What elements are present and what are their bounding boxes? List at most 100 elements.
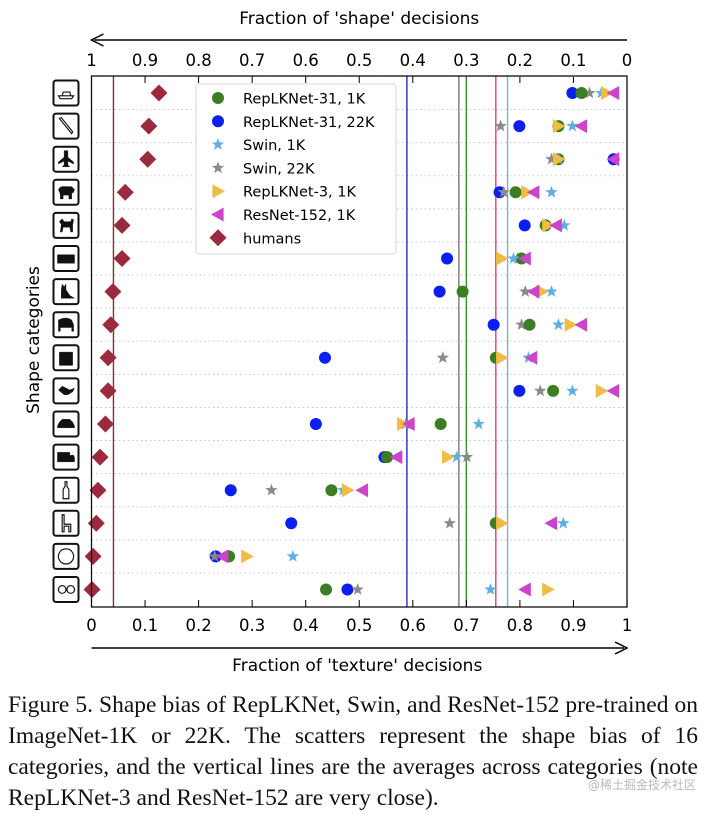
y-axis-label: Shape categories xyxy=(24,266,44,414)
legend-label: humans xyxy=(243,231,301,247)
point-swin-1k xyxy=(545,185,558,198)
point-replknet-3-1k xyxy=(496,516,509,531)
point-resnet-152-1k xyxy=(606,383,620,398)
point-replknet-3-1k xyxy=(595,383,609,398)
point-resnet-152-1k xyxy=(524,350,538,365)
point-replknet-31-22k xyxy=(224,484,237,497)
chair-icon xyxy=(61,514,72,533)
category-icons xyxy=(52,79,80,603)
point-replknet-31-22k xyxy=(433,285,446,298)
legend-marker xyxy=(212,92,224,104)
point-replknet-31-1k xyxy=(381,451,394,464)
point-replknet-31-1k xyxy=(575,87,588,99)
point-humans xyxy=(113,250,131,267)
point-replknet-31-22k xyxy=(513,120,526,133)
bicycle-icon xyxy=(57,585,76,594)
keyboard-icon xyxy=(57,254,75,264)
top-tick-label: 1 xyxy=(86,51,97,70)
top-tick-label: 0.4 xyxy=(400,51,426,70)
x-axis-label: Fraction of 'texture' decisions xyxy=(232,656,482,676)
top-tick-label: 0.2 xyxy=(507,51,533,70)
point-replknet-31-22k xyxy=(487,318,500,331)
point-humans xyxy=(91,448,109,466)
legend-label: RepLKNet-3, 1K xyxy=(243,185,356,201)
bottom-tick-label: 0.9 xyxy=(560,616,586,635)
bottom-tick-label: 0.5 xyxy=(346,616,372,635)
top-tick-label: 0.1 xyxy=(560,51,586,70)
bottle-icon xyxy=(62,481,70,500)
point-swin-22k xyxy=(519,285,532,297)
point-resnet-152-1k xyxy=(574,119,588,134)
bottom-tick-label: 1 xyxy=(622,616,633,635)
point-swin-22k xyxy=(497,185,511,198)
point-replknet-31-1k xyxy=(320,583,333,596)
point-humans xyxy=(99,382,117,400)
point-replknet-31-1k xyxy=(456,285,469,298)
point-replknet-3-1k xyxy=(496,251,509,266)
category-icon-cat xyxy=(52,278,80,306)
category-icon-clock xyxy=(52,542,80,570)
point-replknet-31-1k xyxy=(325,484,338,497)
point-resnet-152-1k xyxy=(389,450,403,465)
bottom-tick-label: 0.3 xyxy=(239,616,265,635)
point-resnet-152-1k xyxy=(526,185,540,200)
car-icon xyxy=(57,419,75,428)
point-swin-22k xyxy=(443,516,456,529)
point-swin-22k xyxy=(436,351,449,364)
point-humans xyxy=(96,415,114,433)
point-replknet-3-1k xyxy=(552,152,566,167)
point-swin-22k xyxy=(265,483,278,496)
legend-label: RepLKNet-31, 22K xyxy=(243,115,375,131)
category-icon-bottle xyxy=(52,476,80,504)
figure-caption: Figure 5. Shape bias of RepLKNet, Swin, … xyxy=(8,692,698,811)
category-icon-dog xyxy=(52,211,80,239)
point-humans xyxy=(140,117,158,135)
legend-marker xyxy=(212,184,225,199)
category-icon-airplane xyxy=(52,145,80,173)
legend-item: Swin, 1K xyxy=(211,138,306,154)
point-resnet-152-1k xyxy=(215,549,229,564)
point-swin-1k xyxy=(484,583,497,595)
bottom-axis: 0 0.1 0.2 0.3 0.4 0.5 0.6 0.7 0.8 0.9 1 Fraction of… xyxy=(86,600,632,676)
category-icon-bear xyxy=(52,178,80,206)
point-resnet-152-1k xyxy=(606,86,620,100)
point-replknet-3-1k xyxy=(552,119,566,134)
bottom-tick-label: 0.8 xyxy=(507,616,533,635)
bottom-arrow-head xyxy=(614,641,629,655)
point-resnet-152-1k xyxy=(549,218,562,233)
point-swin-22k xyxy=(460,450,474,463)
top-tick-label: 0 xyxy=(622,51,633,70)
category-icon-boat xyxy=(52,79,80,107)
legend-box xyxy=(195,83,397,255)
legend-marker xyxy=(209,229,227,247)
boat-icon xyxy=(57,91,75,100)
chair-icon-box xyxy=(52,509,80,537)
point-swin-22k xyxy=(515,318,528,330)
point-swin-1k xyxy=(566,384,579,397)
bottom-tick-label: 0 xyxy=(86,616,97,635)
point-resnet-152-1k xyxy=(544,516,558,531)
top-axis-label: Fraction of 'shape' decisions xyxy=(239,9,479,29)
point-humans xyxy=(84,547,102,565)
point-swin-22k xyxy=(351,583,364,595)
category-icon-chair xyxy=(52,509,80,537)
clock-icon xyxy=(57,548,75,565)
legend-label: Swin, 1K xyxy=(243,138,306,154)
point-humans xyxy=(113,216,131,234)
point-swin-1k xyxy=(566,119,579,132)
data-points xyxy=(83,84,620,598)
point-humans xyxy=(102,316,120,334)
category-icon-bird xyxy=(52,377,80,405)
airplane-icon xyxy=(58,150,74,167)
bottom-tick-label: 0.1 xyxy=(132,616,158,635)
point-swin-22k xyxy=(545,152,558,165)
legend-item: RepLKNet-31, 22K xyxy=(212,115,375,131)
point-replknet-31-22k xyxy=(285,517,298,530)
legend-label: Swin, 22K xyxy=(243,161,315,177)
legend: RepLKNet-31, 1K RepLKNet-31, 22K Swin, 1K S… xyxy=(195,83,397,255)
oven-icon xyxy=(59,351,73,366)
legend-label: ResNet-152, 1K xyxy=(243,208,356,224)
legend-marker xyxy=(211,138,225,150)
legend-marker xyxy=(211,161,225,174)
category-icon-bicycle xyxy=(52,576,80,603)
